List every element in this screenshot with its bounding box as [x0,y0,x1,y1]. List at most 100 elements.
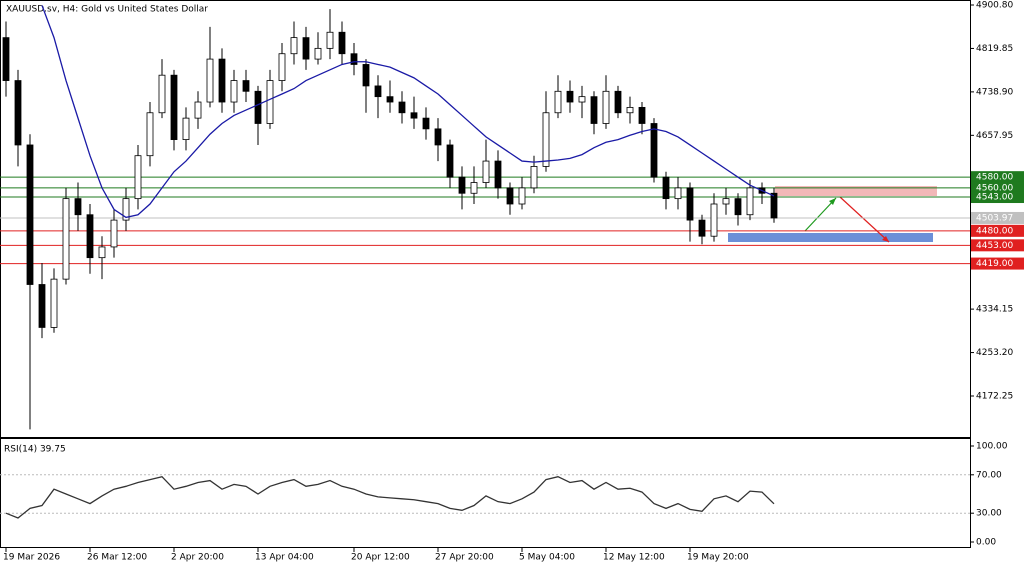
candle-body [134,155,142,200]
x-tick-label: 19 May 20:00 [687,553,749,563]
chart-title: XAUUSD.sv, H4: Gold vs United States Dol… [6,5,208,15]
candle-body [674,187,682,200]
candle-body [242,80,250,92]
candle-body [146,112,154,157]
x-tick-label: 5 May 04:00 [519,553,575,563]
candle-body [470,182,478,194]
rsi-y-tick-label: 100.00 [976,441,1008,451]
candle-body [434,128,442,146]
rsi-y-tick-label: 70.00 [976,470,1002,480]
rsi-panel [0,438,971,548]
level-label: 4543.00 [976,193,1013,203]
candle-body [2,37,10,81]
candle-body [278,53,286,81]
candle-body [650,123,658,178]
sell-zone [775,186,937,196]
candle-body [206,58,214,103]
candle-body [194,101,202,119]
rsi-line [5,475,775,519]
x-tick-label: 20 Apr 12:00 [351,553,410,563]
level-label: 4419.00 [976,259,1013,269]
candle-body [38,284,46,328]
candle-body [506,187,514,205]
candle-body [386,96,394,103]
candle-body [746,187,754,216]
candle-body [686,187,694,221]
x-tick-label: 19 Mar 2026 [3,553,60,563]
candle-body [14,80,22,146]
candle-body [530,166,538,189]
candle-body [62,198,70,280]
level-label-bg [971,257,1024,270]
candle-body [218,58,226,103]
candle-body [710,203,718,237]
level-label-bg [971,239,1024,252]
candle-body [302,37,310,60]
candle-body [722,198,730,205]
candle-body [74,198,82,216]
rsi-title: RSI(14) 39.75 [4,445,66,455]
candle-body [422,117,430,130]
level-label: 4453.00 [976,241,1013,251]
candle-body [170,74,178,140]
candle-body [410,112,418,119]
candle-body [626,106,634,114]
candle-body [110,219,118,248]
candle-body [266,80,274,124]
y-tick-label: 4900.80 [976,0,1013,10]
moving-average [41,5,775,219]
candle-body [230,80,238,103]
candle-body [542,112,550,167]
x-tick-label: 13 Apr 04:00 [255,553,314,563]
candle-body [26,144,34,285]
candle-body [98,246,106,259]
candle-body [182,117,190,140]
candle-body [362,64,370,87]
x-tick-label: 27 Apr 20:00 [435,553,494,563]
candle-body [290,37,298,55]
candle-body [698,219,706,237]
buy-zone [728,233,933,242]
x-tick-label: 2 Apr 20:00 [171,553,224,563]
candle-body [770,192,778,219]
candle-body [662,176,670,200]
candle-body [398,101,406,114]
rsi-y-tick-label: 30.00 [976,509,1002,519]
level-label: 4580.00 [976,173,1013,183]
x-tick-label: 12 May 12:00 [603,553,665,563]
candle-body [518,187,526,205]
level-label-bg [971,181,1024,194]
candle-body [374,85,382,98]
candle-body [590,96,598,124]
level-label: 4560.00 [976,183,1013,193]
candle-body [122,198,130,221]
y-tick-label: 4334.15 [976,305,1013,315]
y-tick-label: 4657.95 [976,131,1013,141]
candle-body [50,278,58,328]
x-tick-label: 26 Mar 12:00 [87,553,147,563]
projection-arrows [804,196,890,243]
level-label-bg [971,171,1024,184]
y-tick-label: 4253.20 [976,348,1013,358]
candle-body [614,90,622,114]
candle-body [326,31,334,49]
level-label-bg [971,224,1024,237]
candle-body [254,90,262,124]
candle-body [338,31,346,55]
candle-body [578,96,586,103]
candle-body [86,214,94,259]
rsi-y-tick-label: 0.00 [976,537,996,547]
level-label-bg [971,191,1024,204]
candle-body [494,160,502,189]
candle-body [602,90,610,124]
candle-body [638,106,646,124]
candle-body [458,176,466,194]
candle-body [350,53,358,65]
main-panel [0,0,971,438]
y-tick-label: 4738.90 [976,87,1013,97]
level-label: 4503.97 [976,213,1013,223]
y-tick-label: 4819.85 [976,44,1013,54]
candle-body [158,74,166,114]
